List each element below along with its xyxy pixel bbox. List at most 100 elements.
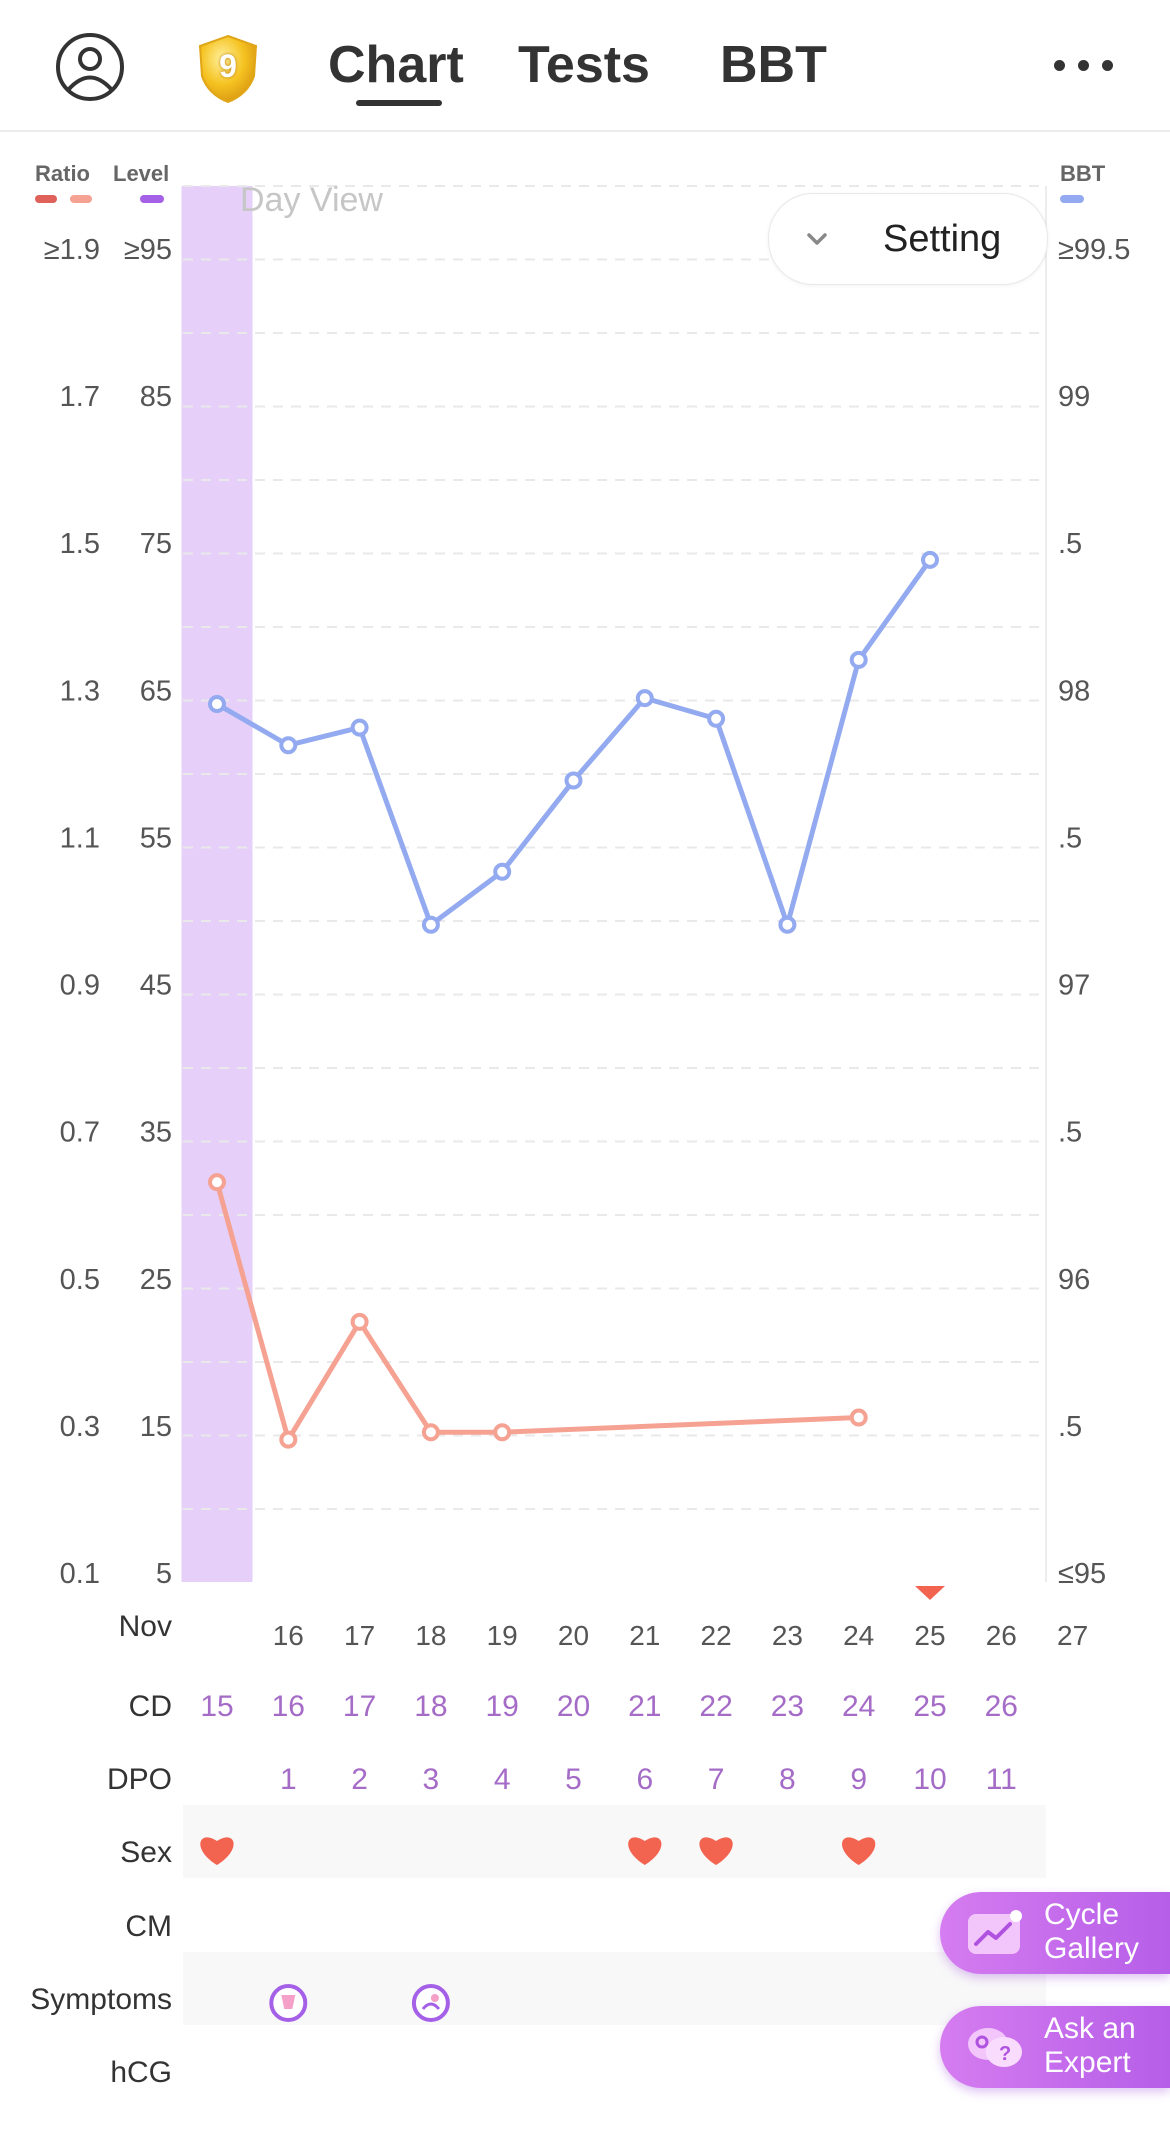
- row-label-nov: Nov: [119, 1610, 172, 1643]
- bbt-tick-label: ≤95: [1058, 1558, 1106, 1590]
- row-label-cm: CM: [125, 1910, 172, 1943]
- row-label-cd: CD: [129, 1690, 172, 1723]
- row-label-sex: Sex: [120, 1836, 172, 1869]
- bbt-tick-label: 97: [1058, 970, 1090, 1002]
- date-label: 16: [273, 1620, 304, 1651]
- level-tick-label: 25: [140, 1264, 172, 1296]
- ratio-tick-label: 0.5: [60, 1264, 100, 1296]
- ratio-point: [849, 1408, 868, 1427]
- bbt-tick-label: .5: [1058, 822, 1082, 854]
- bbt-point: [849, 650, 868, 669]
- cd-value: 16: [272, 1690, 305, 1723]
- cd-value: 15: [200, 1690, 233, 1723]
- legend-level-label: Level: [113, 161, 169, 186]
- dpo-value: 6: [636, 1763, 653, 1796]
- cd-value: 18: [414, 1690, 447, 1723]
- bbt-tick-label: .5: [1058, 1411, 1082, 1443]
- cycle-gallery-line1: Cycle: [1044, 1898, 1120, 1931]
- tab-chart[interactable]: Chart: [328, 36, 464, 94]
- cd-value: 22: [699, 1690, 732, 1723]
- cd-value: 26: [985, 1690, 1018, 1723]
- ask-expert-line1: Ask an: [1044, 2012, 1136, 2045]
- ratio-point: [350, 1312, 369, 1331]
- cycle-gallery-button[interactable]: Cycle Gallery: [940, 1892, 1170, 1974]
- legend-bbt-label: BBT: [1060, 161, 1106, 186]
- setting-button[interactable]: Setting: [768, 193, 1048, 285]
- cd-value: 17: [343, 1690, 376, 1723]
- profile-icon[interactable]: [55, 32, 125, 102]
- date-label: 25: [914, 1620, 945, 1651]
- dpo-value: 4: [494, 1763, 511, 1796]
- ratio-tick-label: 1.7: [60, 381, 100, 413]
- cycle-gallery-line2: Gallery: [1044, 1932, 1140, 1965]
- chart-axes: ≥1.9 1.7 1.5 1.3 1.1 0.9 0.7 0.5 0.3 0.1 ≥95 85 75 65…: [44, 234, 1131, 1590]
- cup-shape: [281, 1995, 296, 2009]
- level-tick-label: 65: [140, 675, 172, 707]
- chart-day-rows: Nov CD DPO Sex CM Symptoms hCG 16 17 18 19 20 21 22 23…: [30, 1586, 1088, 2089]
- ratio-point: [208, 1173, 226, 1192]
- bbt-point: [493, 862, 512, 881]
- cd-value: 21: [628, 1690, 661, 1723]
- ratio-tick-label: 1.5: [60, 528, 100, 560]
- top-bar: 9 Chart Tests BBT: [0, 0, 1170, 132]
- cd-value: 20: [557, 1690, 590, 1723]
- level-tick-label: 75: [140, 528, 172, 560]
- day-view-label: Day View: [240, 181, 383, 219]
- row-label-hcg: hCG: [110, 2056, 172, 2089]
- date-label: 21: [629, 1620, 660, 1651]
- legend-ratio-swatch-light: [70, 195, 92, 203]
- bbt-point: [921, 550, 939, 569]
- ratio-tick-label: 0.1: [60, 1558, 100, 1590]
- level-tick-label: 85: [140, 381, 172, 413]
- level-tick-label: 35: [140, 1117, 172, 1149]
- bbt-tick-label: ≥99.5: [1058, 234, 1130, 266]
- bbt-tick-label: .5: [1058, 528, 1082, 560]
- setting-label: Setting: [883, 218, 1002, 260]
- date-label: 17: [344, 1620, 375, 1651]
- bbt-point: [778, 915, 797, 934]
- legend-bbt-swatch: [1060, 195, 1084, 203]
- period-day-band: [181, 186, 253, 1582]
- more-icon[interactable]: [1052, 50, 1116, 80]
- tab-bbt[interactable]: BBT: [720, 36, 827, 94]
- ratio-tick-label: ≥1.9: [44, 234, 100, 266]
- legend-level-swatch: [140, 195, 164, 203]
- level-tick-label: 15: [140, 1411, 172, 1443]
- row-label-symptoms: Symptoms: [30, 1983, 172, 2016]
- dpo-value: 11: [986, 1763, 1017, 1796]
- level-tick-label: ≥95: [124, 234, 172, 266]
- date-label: 18: [415, 1620, 446, 1651]
- dpo-value: 8: [779, 1763, 796, 1796]
- achievement-badge[interactable]: 9: [196, 34, 260, 104]
- date-label: 23: [772, 1620, 803, 1651]
- ask-expert-button[interactable]: ? Ask an Expert: [940, 2006, 1170, 2088]
- chart-background: [181, 186, 1047, 1582]
- dpo-value: 2: [351, 1763, 368, 1796]
- cd-value: 19: [486, 1690, 519, 1723]
- heart-icon: [842, 1837, 876, 1865]
- date-label: 27: [1057, 1620, 1088, 1651]
- cd-value: 23: [771, 1690, 804, 1723]
- chat-bubbles-icon: ?: [968, 2028, 1022, 2067]
- row-label-dpo: DPO: [107, 1763, 172, 1796]
- cd-value: 25: [913, 1690, 946, 1723]
- row-stripe: [183, 1952, 1046, 2025]
- chart-series: [208, 550, 939, 1449]
- bbt-point: [350, 718, 369, 737]
- tab-tests[interactable]: Tests: [518, 36, 650, 94]
- bed-shape: [421, 2002, 441, 2010]
- ratio-tick-label: 1.1: [60, 822, 100, 854]
- chevron-down-icon: [807, 233, 827, 245]
- legend-ratio-swatch-dark: [35, 195, 57, 203]
- shield-badge-icon: [198, 34, 258, 104]
- ratio-point: [279, 1430, 298, 1449]
- row-stripe: [183, 1805, 1046, 1878]
- cd-value: 24: [842, 1690, 875, 1723]
- bed-dot: [430, 1994, 439, 2002]
- ask-expert-line2: Expert: [1044, 2046, 1131, 2079]
- heart-icon: [200, 1837, 234, 1865]
- ratio-point: [421, 1423, 440, 1442]
- bbt-point: [635, 689, 654, 708]
- ratio-tick-label: 0.7: [60, 1117, 100, 1149]
